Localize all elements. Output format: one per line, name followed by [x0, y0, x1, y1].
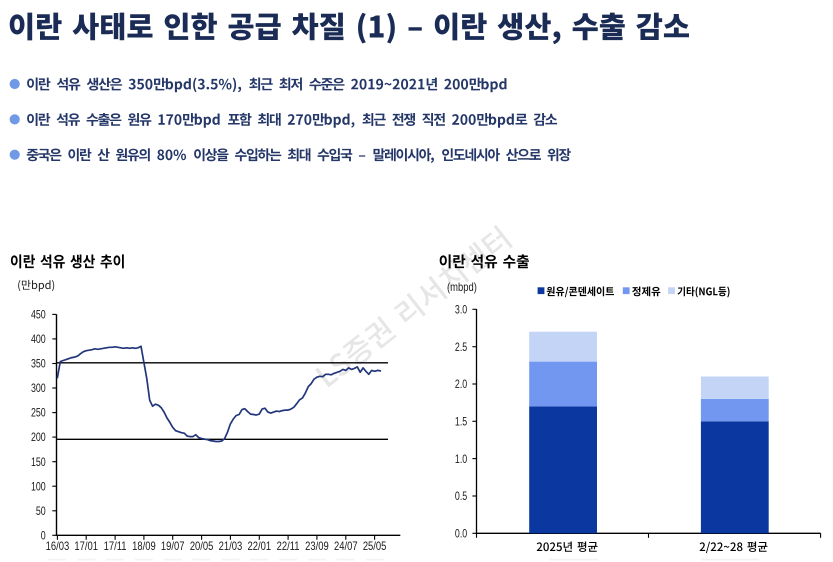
svg-text:3.0: 3.0 — [455, 304, 468, 316]
svg-text:1.5: 1.5 — [455, 416, 468, 428]
svg-text:0.0: 0.0 — [455, 528, 468, 540]
svg-text:17/01: 17/01 — [74, 540, 98, 553]
svg-text:18/09: 18/09 — [132, 540, 156, 553]
svg-text:350: 350 — [31, 359, 46, 371]
svg-text:1.0: 1.0 — [455, 454, 468, 466]
svg-text:20/05: 20/05 — [190, 540, 214, 553]
svg-text:17/11: 17/11 — [104, 540, 127, 553]
svg-text:(mbpd): (mbpd) — [447, 281, 477, 294]
svg-text:200: 200 — [31, 432, 46, 444]
svg-text:100: 100 — [31, 481, 46, 493]
svg-text:2.5: 2.5 — [455, 342, 468, 354]
svg-text:2.0: 2.0 — [455, 379, 468, 391]
svg-text:400: 400 — [31, 334, 46, 346]
svg-text:0.5: 0.5 — [455, 491, 468, 503]
svg-text:25/05: 25/05 — [363, 540, 387, 553]
svg-text:50: 50 — [36, 506, 46, 518]
svg-text:450: 450 — [31, 310, 46, 322]
svg-text:0: 0 — [41, 530, 46, 542]
svg-text:150: 150 — [31, 457, 46, 469]
svg-text:300: 300 — [31, 383, 46, 395]
svg-text:22/11: 22/11 — [277, 540, 300, 553]
svg-text:16/03: 16/03 — [46, 540, 70, 553]
svg-text:23/09: 23/09 — [305, 540, 329, 553]
svg-text:19/07: 19/07 — [161, 540, 185, 553]
svg-text:250: 250 — [31, 408, 46, 420]
svg-text:22/01: 22/01 — [248, 540, 272, 553]
svg-text:21/03: 21/03 — [219, 540, 243, 553]
svg-text:24/07: 24/07 — [334, 540, 358, 553]
